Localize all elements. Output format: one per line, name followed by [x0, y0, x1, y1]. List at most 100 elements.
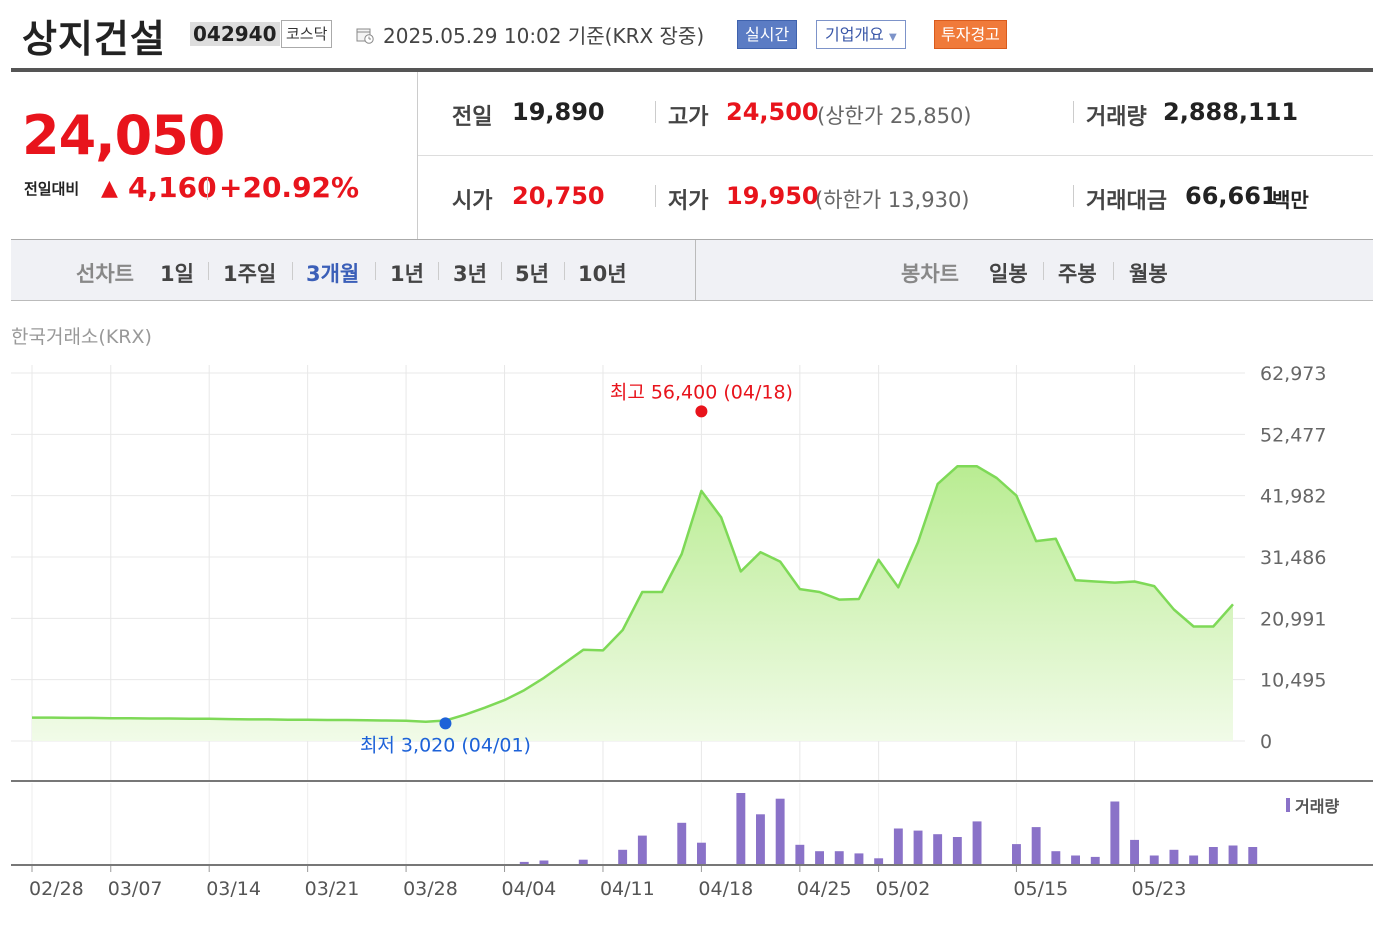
volume-label: 거래량 [1086, 105, 1147, 130]
amount-value: 66,661 [1185, 182, 1278, 210]
divider [695, 240, 696, 300]
volume-bar [913, 830, 923, 864]
chart-annotations: 최고 56,400 (04/18) 최저 3,020 (04/01) [360, 381, 793, 756]
x-tick-label: 05/02 [876, 878, 931, 900]
company-overview-dropdown[interactable]: 기업개요 ▼ [816, 20, 906, 49]
volume-bar [815, 851, 824, 864]
top-divider [11, 68, 1373, 72]
divider [207, 178, 208, 200]
volume-bar [1208, 847, 1218, 864]
market-tag: 코스닥 [281, 20, 333, 48]
tab-10year[interactable]: 10년 [578, 262, 627, 286]
divider [564, 262, 565, 280]
volume-bar [1228, 845, 1238, 864]
y-tick-label: 0 [1260, 731, 1272, 753]
high-label: 고가 [668, 105, 709, 130]
volume-bar [1248, 847, 1258, 864]
current-price: 24,050 [22, 104, 225, 167]
y-tick-label: 41,982 [1260, 486, 1326, 508]
high-value: 24,500 [726, 98, 819, 126]
volume-bar [933, 834, 943, 864]
stock-code: 042940 [190, 22, 280, 46]
tab-1day[interactable]: 1일 [160, 262, 194, 286]
y-tick-label: 31,486 [1260, 547, 1326, 569]
price-area-layer [32, 465, 1234, 741]
volume-legend-label: 거래량 [1295, 797, 1339, 816]
open-label: 시가 [452, 189, 493, 214]
divider [655, 185, 656, 207]
volume-bar [893, 828, 903, 864]
tab-daily[interactable]: 일봉 [989, 262, 1028, 286]
x-tick-label: 03/28 [403, 878, 458, 900]
y-tick-label: 62,973 [1260, 363, 1326, 385]
volume-bar [578, 859, 588, 864]
chart-axes: 62,973 52,477 41,982 31,486 20,991 10,495 0 02/… [11, 363, 1373, 900]
divider [438, 262, 439, 280]
divider [501, 262, 502, 280]
price-line [32, 465, 1234, 723]
tab-3year[interactable]: 3년 [453, 262, 487, 286]
prev-close-value: 19,890 [512, 98, 605, 126]
change-label: 전일대비 [24, 180, 80, 198]
price-chart[interactable]: 거래량 62,973 52,477 41,982 31,486 20,991 10,495… [0, 355, 1373, 915]
period-tab-bar [11, 240, 1373, 301]
min-point-label: 최저 3,020 (04/01) [360, 734, 531, 756]
min-point-marker [439, 717, 452, 730]
divider [418, 155, 1373, 156]
divider [1073, 101, 1074, 123]
volume-bars: 거래량 [519, 793, 1339, 865]
divider [292, 262, 293, 280]
volume-bar [972, 821, 982, 864]
lower-limit: (하한가 13,930) [815, 188, 970, 212]
volume-bar [539, 860, 549, 865]
volume-bar [756, 814, 765, 864]
tab-monthly[interactable]: 월봉 [1129, 262, 1168, 286]
tab-1week[interactable]: 1주일 [223, 262, 277, 286]
volume-legend-swatch [1286, 798, 1290, 812]
amount-label: 거래대금 [1086, 189, 1167, 214]
prev-close-label: 전일 [452, 105, 493, 130]
max-point-marker [695, 405, 708, 418]
change-percent: +20.92% [219, 171, 360, 204]
max-point-label: 최고 56,400 (04/18) [610, 381, 793, 403]
investment-warning-badge[interactable]: 투자경고 [934, 20, 1007, 49]
company-overview-label: 기업개요 [825, 25, 884, 44]
volume-bar [1169, 849, 1179, 864]
divider [1073, 185, 1074, 207]
volume-bar [637, 835, 647, 864]
low-label: 저가 [668, 189, 709, 214]
volume-bar [1149, 855, 1159, 864]
volume-bar [834, 851, 844, 864]
volume-bar [519, 861, 529, 864]
volume-bar [1051, 851, 1061, 864]
y-tick-label: 20,991 [1260, 608, 1326, 630]
x-tick-label: 03/07 [108, 878, 163, 900]
divider [655, 101, 656, 123]
divider [375, 262, 376, 280]
volume-bar [775, 798, 785, 864]
tab-line-chart[interactable]: 선차트 [76, 262, 134, 286]
volume-bar [1071, 855, 1080, 864]
divider [11, 239, 1373, 240]
x-tick-label: 02/28 [29, 878, 84, 900]
tab-5year[interactable]: 5년 [515, 262, 549, 286]
volume-bar [618, 849, 628, 864]
volume-bar [677, 822, 687, 864]
volume-bar [1090, 856, 1100, 864]
x-tick-label: 05/23 [1132, 878, 1187, 900]
tab-1year[interactable]: 1년 [390, 262, 424, 286]
quote-datetime: 2025.05.29 10:02 기준(KRX 장중) [383, 24, 705, 48]
tab-weekly[interactable]: 주봉 [1058, 262, 1097, 286]
volume-bar [1110, 801, 1120, 864]
change-amount: 4,160 [128, 171, 217, 204]
volume-bar [697, 842, 706, 864]
tab-candle-chart[interactable]: 봉차트 [901, 262, 959, 286]
x-tick-label: 03/14 [206, 878, 261, 900]
open-value: 20,750 [512, 182, 605, 210]
tab-3month[interactable]: 3개월 [306, 262, 360, 286]
volume-bar [1189, 855, 1199, 864]
upper-limit: (상한가 25,850) [817, 104, 972, 128]
amount-unit: 백만 [1272, 188, 1309, 212]
realtime-button[interactable]: 실시간 [737, 20, 798, 49]
low-value: 19,950 [726, 182, 819, 210]
